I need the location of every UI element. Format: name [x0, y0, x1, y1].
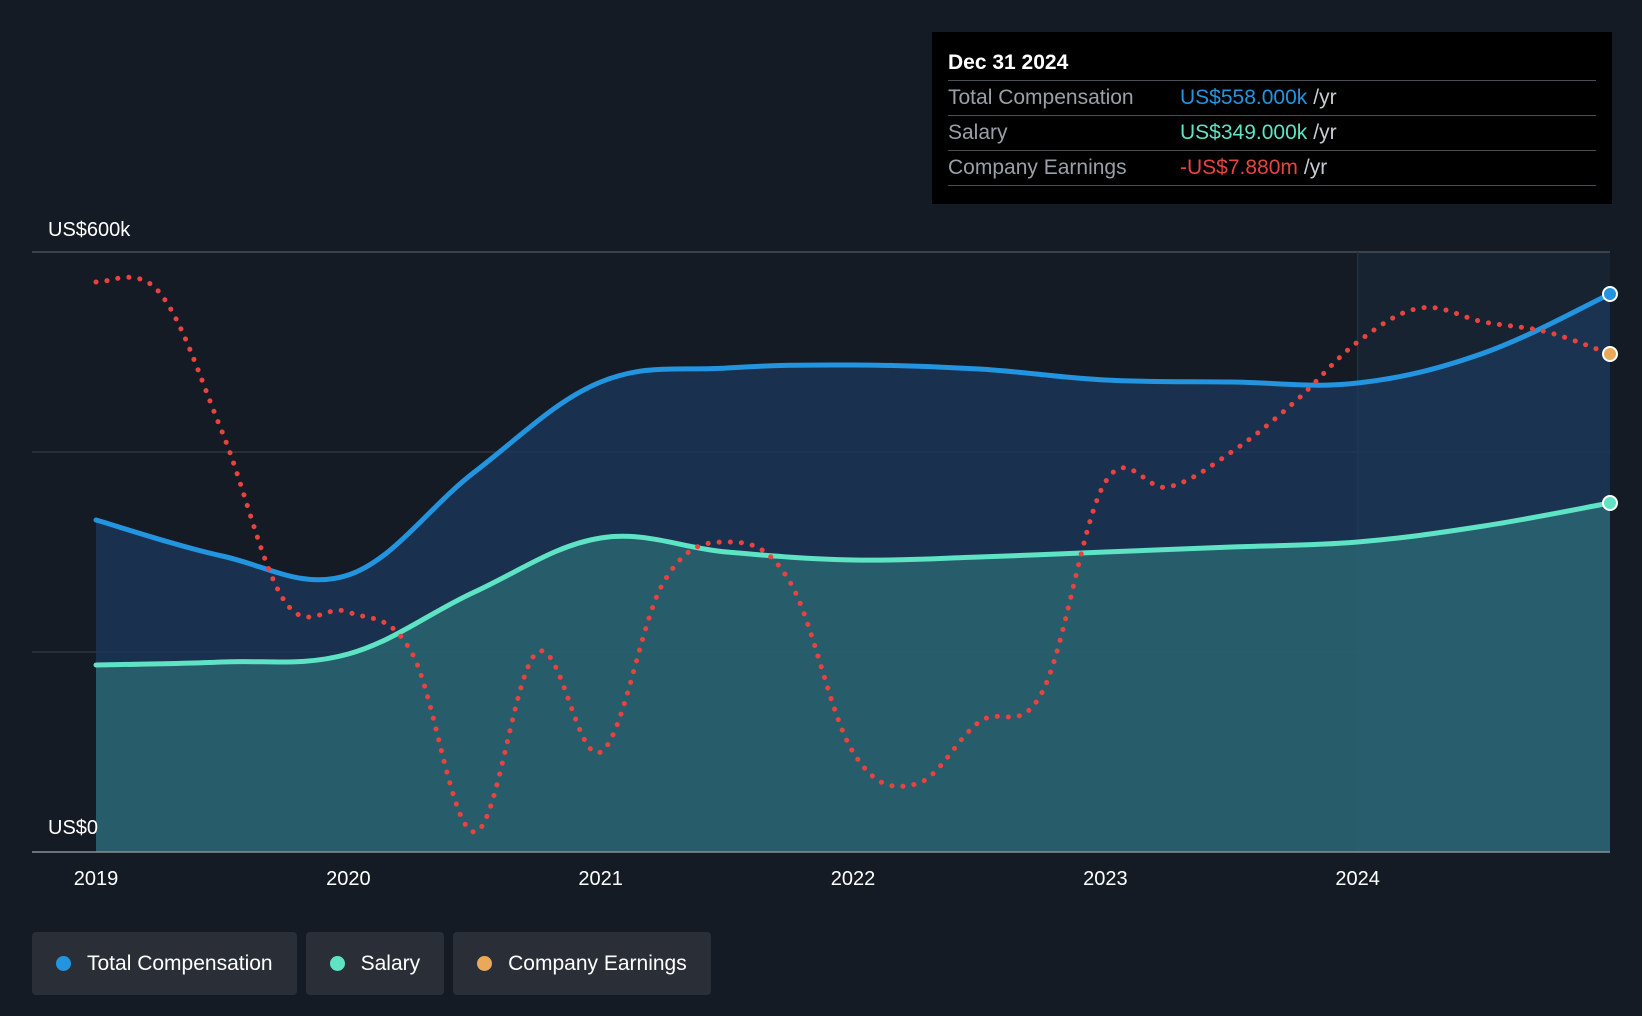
legend: Total Compensation Salary Company Earnin…	[32, 932, 711, 995]
x-tick-label: 2019	[74, 868, 119, 890]
total-compensation-end-marker[interactable]	[1602, 286, 1618, 302]
salary-area	[96, 503, 1610, 852]
x-tick-label: 2023	[1083, 868, 1128, 890]
salary-end-marker[interactable]	[1602, 495, 1618, 511]
salary-line[interactable]	[93, 500, 1613, 668]
total-compensation-line[interactable]	[93, 291, 1613, 583]
tooltip-label: Company Earnings	[948, 156, 1127, 179]
x-tick-labels: 2019 2020 2021 2022 2023 2024	[74, 868, 1380, 890]
x-tick-label: 2021	[578, 868, 623, 890]
x-tick-label: 2020	[326, 868, 371, 890]
tooltip-row-company-earnings: Company Earnings -US$7.880m /yr	[948, 150, 1596, 186]
tooltip-label: Total Compensation	[948, 86, 1134, 109]
legend-item-salary[interactable]: Salary	[305, 932, 445, 995]
legend-label: Salary	[360, 951, 421, 975]
tooltip-value: US$349.000k	[1180, 121, 1308, 144]
company-earnings-end-marker[interactable]	[1602, 346, 1618, 362]
legend-item-total-compensation[interactable]: Total Compensation	[32, 932, 297, 995]
legend-dot-icon	[56, 956, 71, 971]
tooltip-date: Dec 31 2024	[948, 51, 1069, 74]
legend-label: Total Compensation	[87, 951, 273, 975]
y-axis-bottom-label: US$0	[48, 817, 98, 839]
tooltip-unit: /yr	[1313, 121, 1337, 144]
y-axis-top-label: US$600k	[48, 219, 131, 241]
tooltip-row-salary: Salary US$349.000k /yr	[948, 115, 1596, 150]
legend-item-company-earnings[interactable]: Company Earnings	[453, 932, 711, 995]
tooltip: Dec 31 2024 Total Compensation US$558.00…	[932, 32, 1612, 204]
tooltip-unit: /yr	[1303, 156, 1328, 179]
tooltip-row-total-compensation: Total Compensation US$558.000k /yr	[948, 80, 1596, 115]
legend-dot-icon	[329, 956, 345, 971]
x-tick-label: 2024	[1335, 868, 1380, 890]
tooltip-value: US$558.000k	[1180, 86, 1308, 109]
tooltip-unit: /yr	[1313, 86, 1337, 109]
tooltip-label: Salary	[948, 121, 1008, 144]
legend-label: Company Earnings	[508, 951, 687, 975]
x-tick-label: 2022	[831, 868, 876, 890]
legend-dot-icon	[477, 956, 493, 971]
tooltip-value: -US$7.880m	[1180, 156, 1298, 179]
